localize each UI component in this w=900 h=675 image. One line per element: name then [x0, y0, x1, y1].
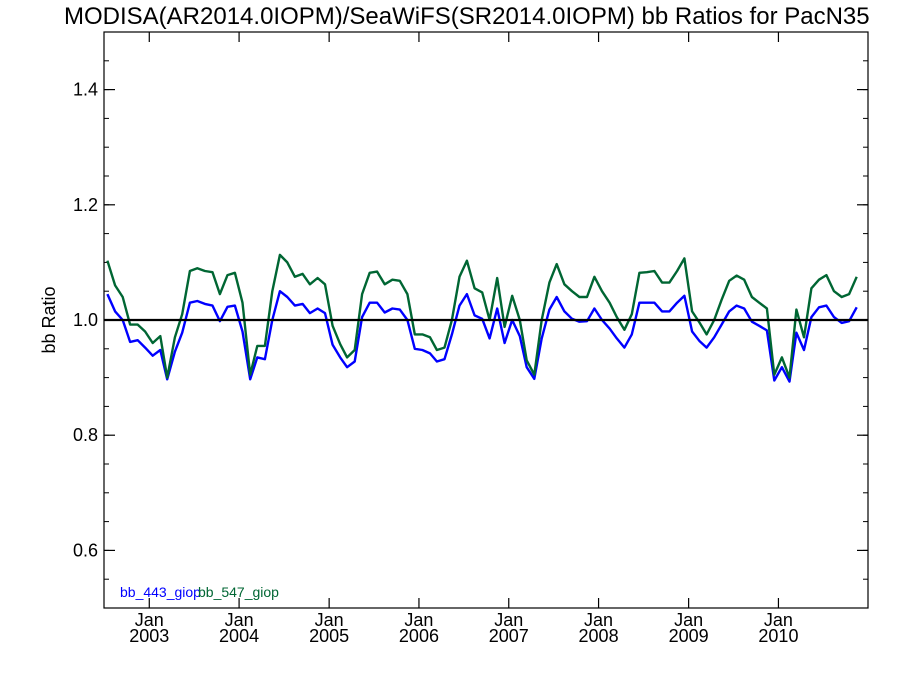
x-tick-month: Jan [674, 610, 703, 630]
y-tick-label: 1.2 [73, 195, 98, 215]
series-layer [106, 253, 858, 383]
x-tick-month: Jan [225, 610, 254, 630]
x-tick-month: Jan [494, 610, 523, 630]
x-tick-year: 2003 [129, 626, 169, 646]
x-tick-month: Jan [764, 610, 793, 630]
series-line-bb-547-giop [106, 253, 858, 379]
x-tick-year: 2008 [579, 626, 619, 646]
y-tick-label: 1.0 [73, 310, 98, 330]
x-tick-year: 2010 [758, 626, 798, 646]
x-tick-year: 2007 [489, 626, 529, 646]
chart-title: MODISA(AR2014.0IOPM)/SeaWiFS(SR2014.0IOP… [64, 3, 870, 30]
x-tick-year: 2006 [399, 626, 439, 646]
legend-entry-bb-547: bb_547_giop [198, 584, 279, 600]
y-axis: 0.6 0.8 1.0 1.2 1.4 [73, 31, 868, 609]
x-tick-year: 2005 [309, 626, 349, 646]
x-tick-month: Jan [315, 610, 344, 630]
x-tick-year: 2009 [669, 626, 709, 646]
x-tick-month: Jan [584, 610, 613, 630]
y-tick-label: 1.4 [73, 80, 98, 100]
y-tick-label: 0.6 [73, 540, 98, 560]
x-axis: Jan2003Jan2004Jan2005Jan2006Jan2007Jan20… [129, 32, 798, 646]
x-tick-month: Jan [404, 610, 433, 630]
series-line-bb-443-giop [106, 290, 858, 383]
x-tick-year: 2004 [219, 626, 259, 646]
y-axis-label: bb Ratio [39, 286, 59, 353]
x-tick-month: Jan [135, 610, 164, 630]
legend: bb_443_giop bb_547_giop [120, 584, 279, 600]
legend-entry-bb-443: bb_443_giop [120, 584, 201, 600]
y-tick-label: 0.8 [73, 425, 98, 445]
